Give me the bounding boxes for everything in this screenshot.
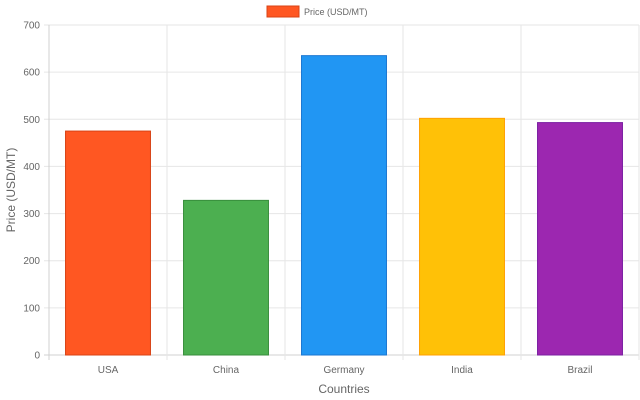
y-tick-label: 100 [23,303,40,314]
legend[interactable]: Price (USD/MT) [266,5,368,18]
x-tick-label: USA [98,365,119,376]
bar-usa[interactable] [65,130,151,356]
y-tick-label: 200 [23,256,40,267]
legend-label: Price (USD/MT) [304,7,368,17]
legend-swatch [266,5,300,18]
y-tick-label: 0 [34,351,40,362]
x-tick-label: Germany [323,365,364,376]
bars [65,55,623,356]
bar-china[interactable] [183,199,269,356]
x-tick-label: India [451,365,473,376]
bar-germany[interactable] [301,55,387,356]
y-tick-label: 500 [23,115,40,126]
x-axis-title: Countries [318,382,369,396]
x-tick-label: Brazil [567,365,592,376]
x-tick-label: China [213,365,240,376]
x-axis-ticks: USA China Germany India Brazil [98,365,593,376]
y-tick-label: 700 [23,21,40,32]
y-tick-label: 300 [23,209,40,220]
y-axis-ticks: 0 100 200 300 400 500 600 700 [23,21,40,362]
bar-india[interactable] [419,117,505,356]
y-tick-label: 600 [23,68,40,79]
y-axis-title: Price (USD/MT) [4,148,18,233]
y-tick-label: 400 [23,162,40,173]
bar-brazil[interactable] [537,122,623,356]
